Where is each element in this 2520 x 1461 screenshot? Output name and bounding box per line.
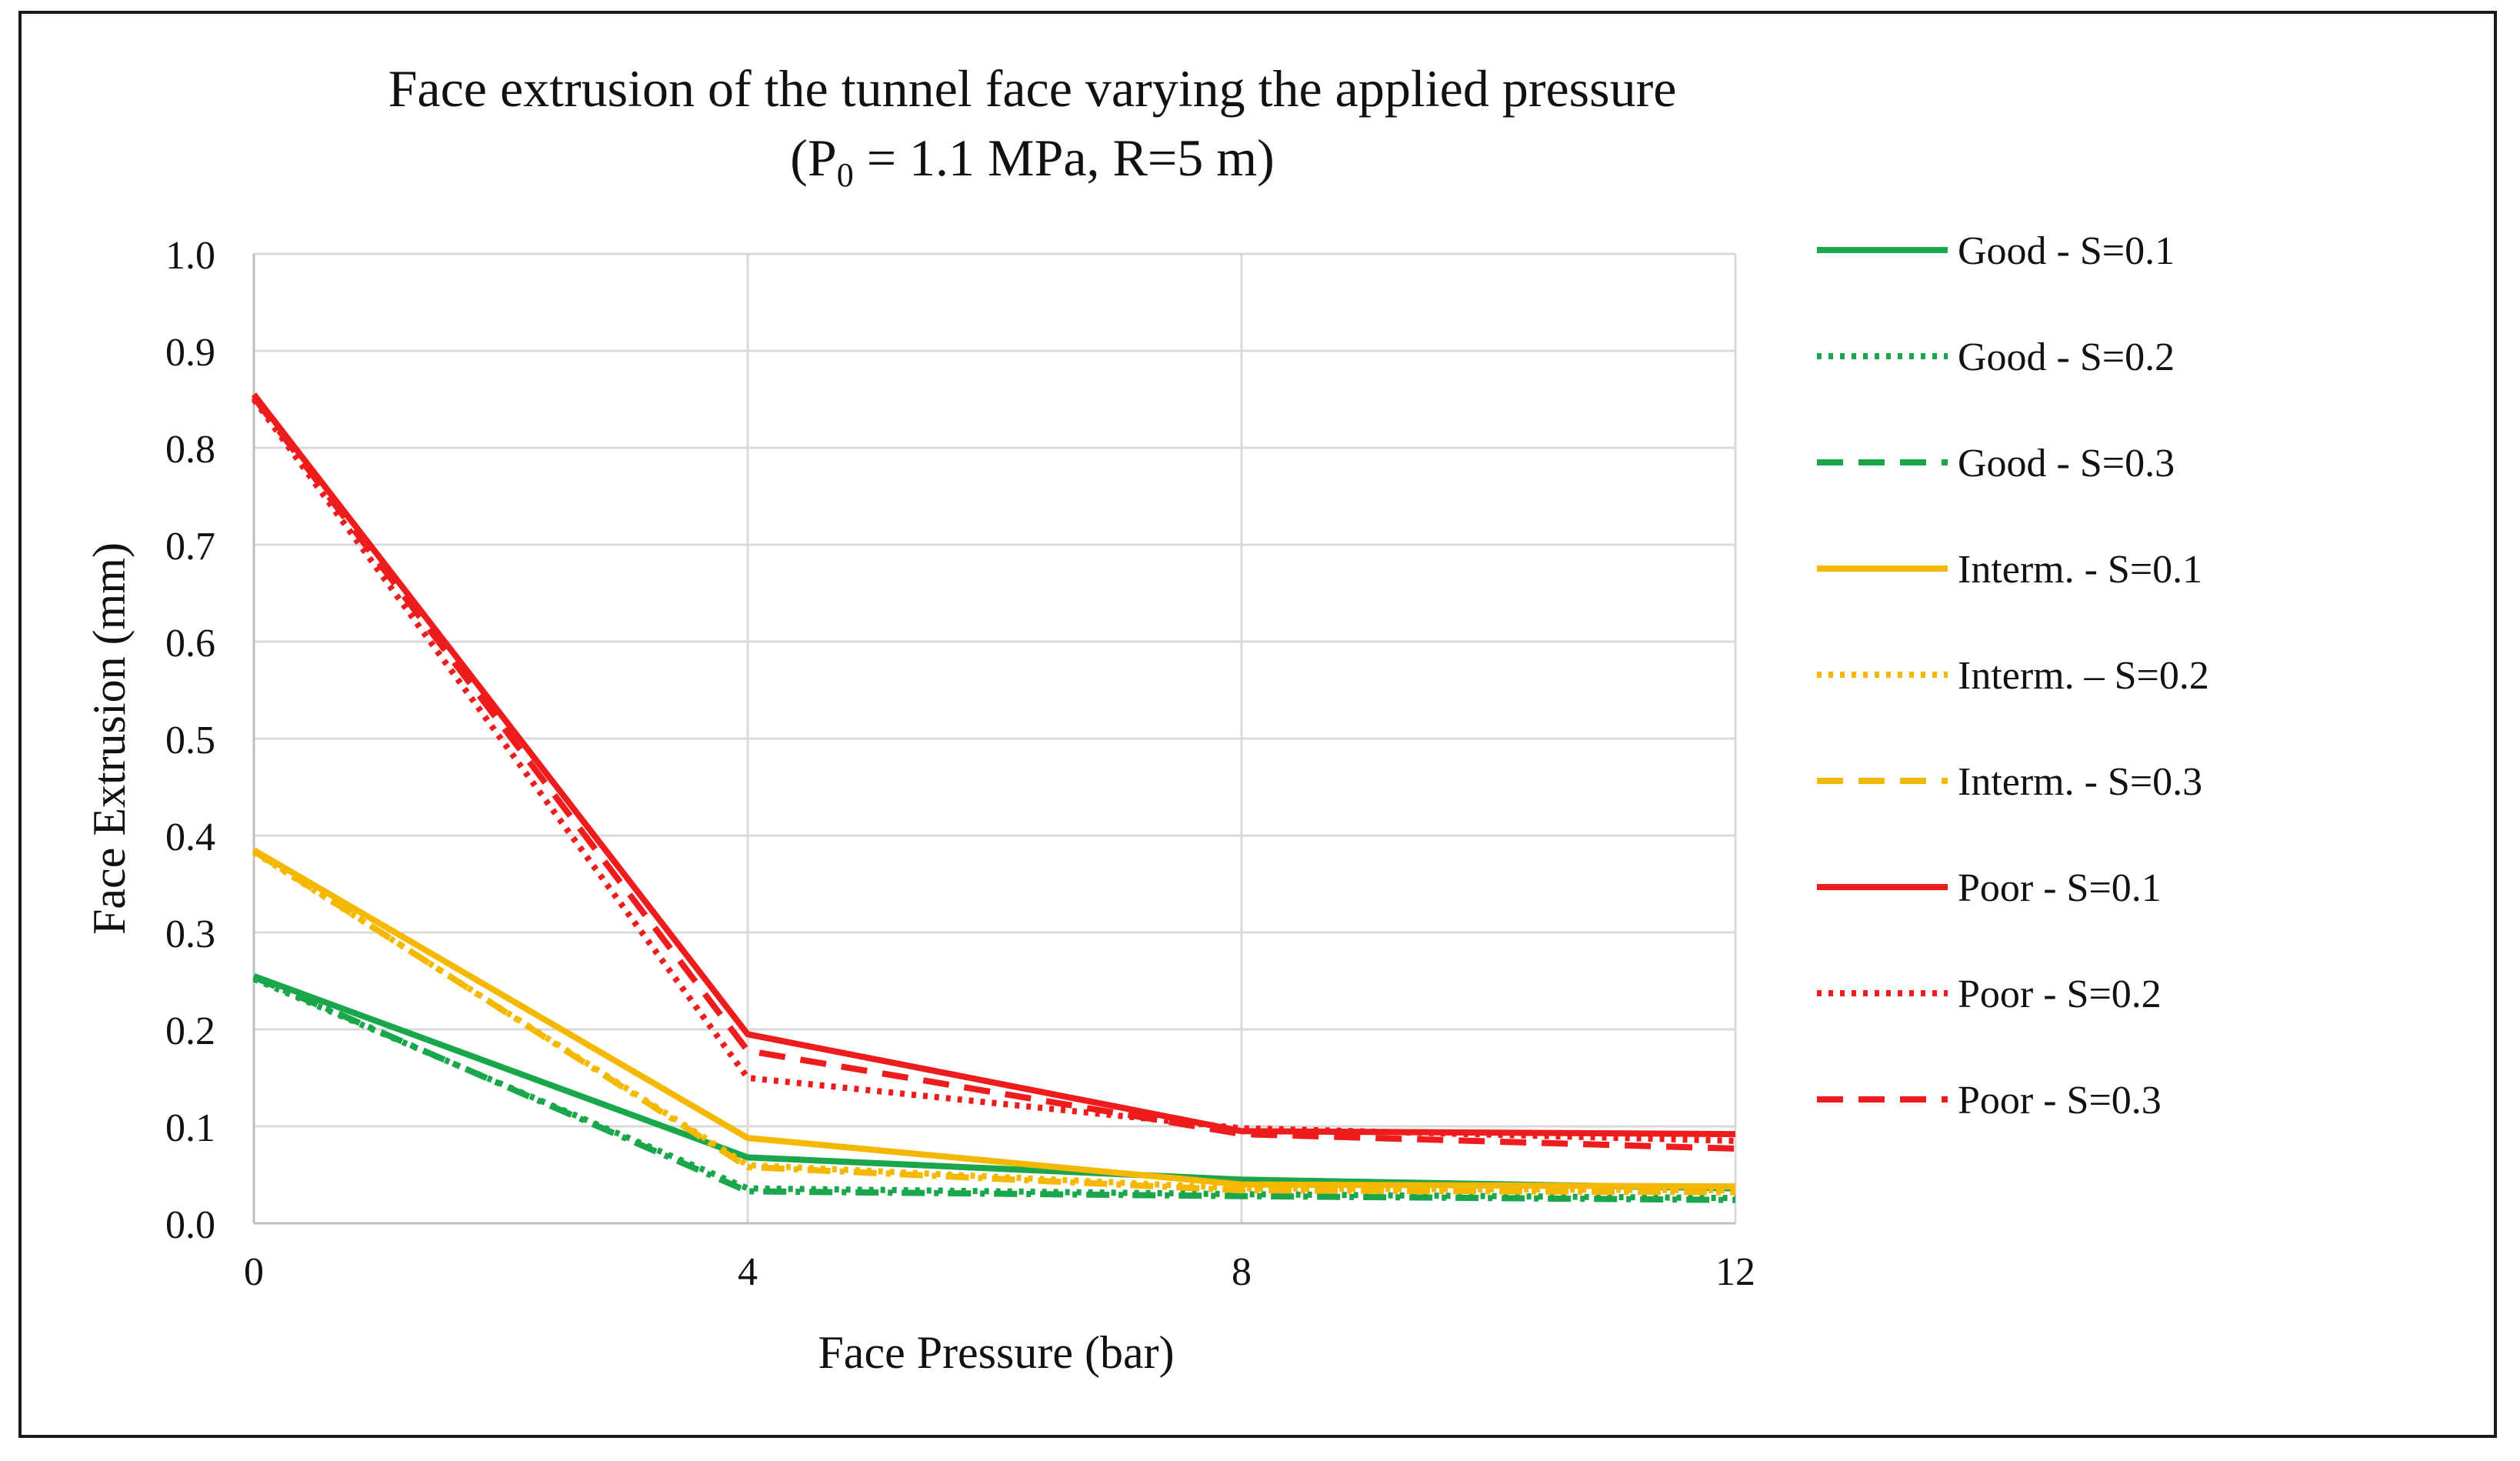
legend-label: Good - S=0.2 <box>1958 335 2175 379</box>
y-tick-label: 0.4 <box>165 816 215 859</box>
legend-label: Poor - S=0.3 <box>1958 1079 2162 1122</box>
x-tick-label: 8 <box>1232 1250 1252 1294</box>
y-tick-label: 1.0 <box>165 234 215 278</box>
y-tick-label: 0.1 <box>165 1106 215 1150</box>
x-tick-label: 12 <box>1715 1250 1755 1294</box>
legend: Good - S=0.1 Good - S=0.2 Good - S=0.3 Inte… <box>1817 229 2209 1122</box>
chart-subtitle: (P0 = 1.1 MPa, R=5 m) <box>790 128 1275 194</box>
y-tick-label: 0.2 <box>165 1009 215 1053</box>
chart-frame <box>18 11 2497 1438</box>
chart-title: Face extrusion of the tunnel face varyin… <box>388 59 1677 118</box>
y-tick-label: 0.8 <box>165 428 215 472</box>
y-tick-label: 0.3 <box>165 912 215 956</box>
series-line-good-s-0-3 <box>252 974 1736 1203</box>
axes <box>252 254 1735 1225</box>
series-layer <box>251 392 1736 1203</box>
x-tick-labels: 0 4 8 12 <box>244 1250 1755 1294</box>
series-line-poor-s-0-3 <box>251 395 1736 1152</box>
legend-label: Poor - S=0.1 <box>1958 866 2162 910</box>
y-tick-label: 0.7 <box>165 525 215 569</box>
legend-label: Good - S=0.1 <box>1958 229 2175 273</box>
y-axis-label: Face Extrusion (mm) <box>84 542 135 935</box>
series-line-interm-s-0-3 <box>252 848 1736 1196</box>
series-line-interm-s-0-1 <box>252 847 1736 1190</box>
legend-label: Interm. – S=0.2 <box>1958 654 2209 698</box>
series-line-good-s-0-2 <box>252 976 1736 1202</box>
legend-label: Poor - S=0.2 <box>1958 972 2162 1016</box>
series-line-poor-s-0-1 <box>251 392 1736 1138</box>
legend-label: Interm. - S=0.3 <box>1958 760 2202 804</box>
y-tick-label: 0.6 <box>165 622 215 665</box>
x-axis-label: Face Pressure (bar) <box>818 1327 1174 1378</box>
y-tick-label: 0.9 <box>165 331 215 375</box>
legend-label: Good - S=0.3 <box>1958 442 2175 485</box>
grid-lines <box>254 252 1737 1223</box>
y-tick-label: 0.0 <box>165 1203 215 1247</box>
legend-label: Interm. - S=0.1 <box>1958 548 2202 592</box>
y-tick-label: 0.5 <box>165 719 215 762</box>
y-tick-labels: 0.0 0.1 0.2 0.3 0.4 0.5 0.6 0.7 0.8 0.9 1.0 <box>165 234 215 1247</box>
x-tick-label: 4 <box>738 1250 758 1294</box>
x-tick-label: 0 <box>244 1250 264 1294</box>
series-line-poor-s-0-2 <box>251 397 1736 1144</box>
